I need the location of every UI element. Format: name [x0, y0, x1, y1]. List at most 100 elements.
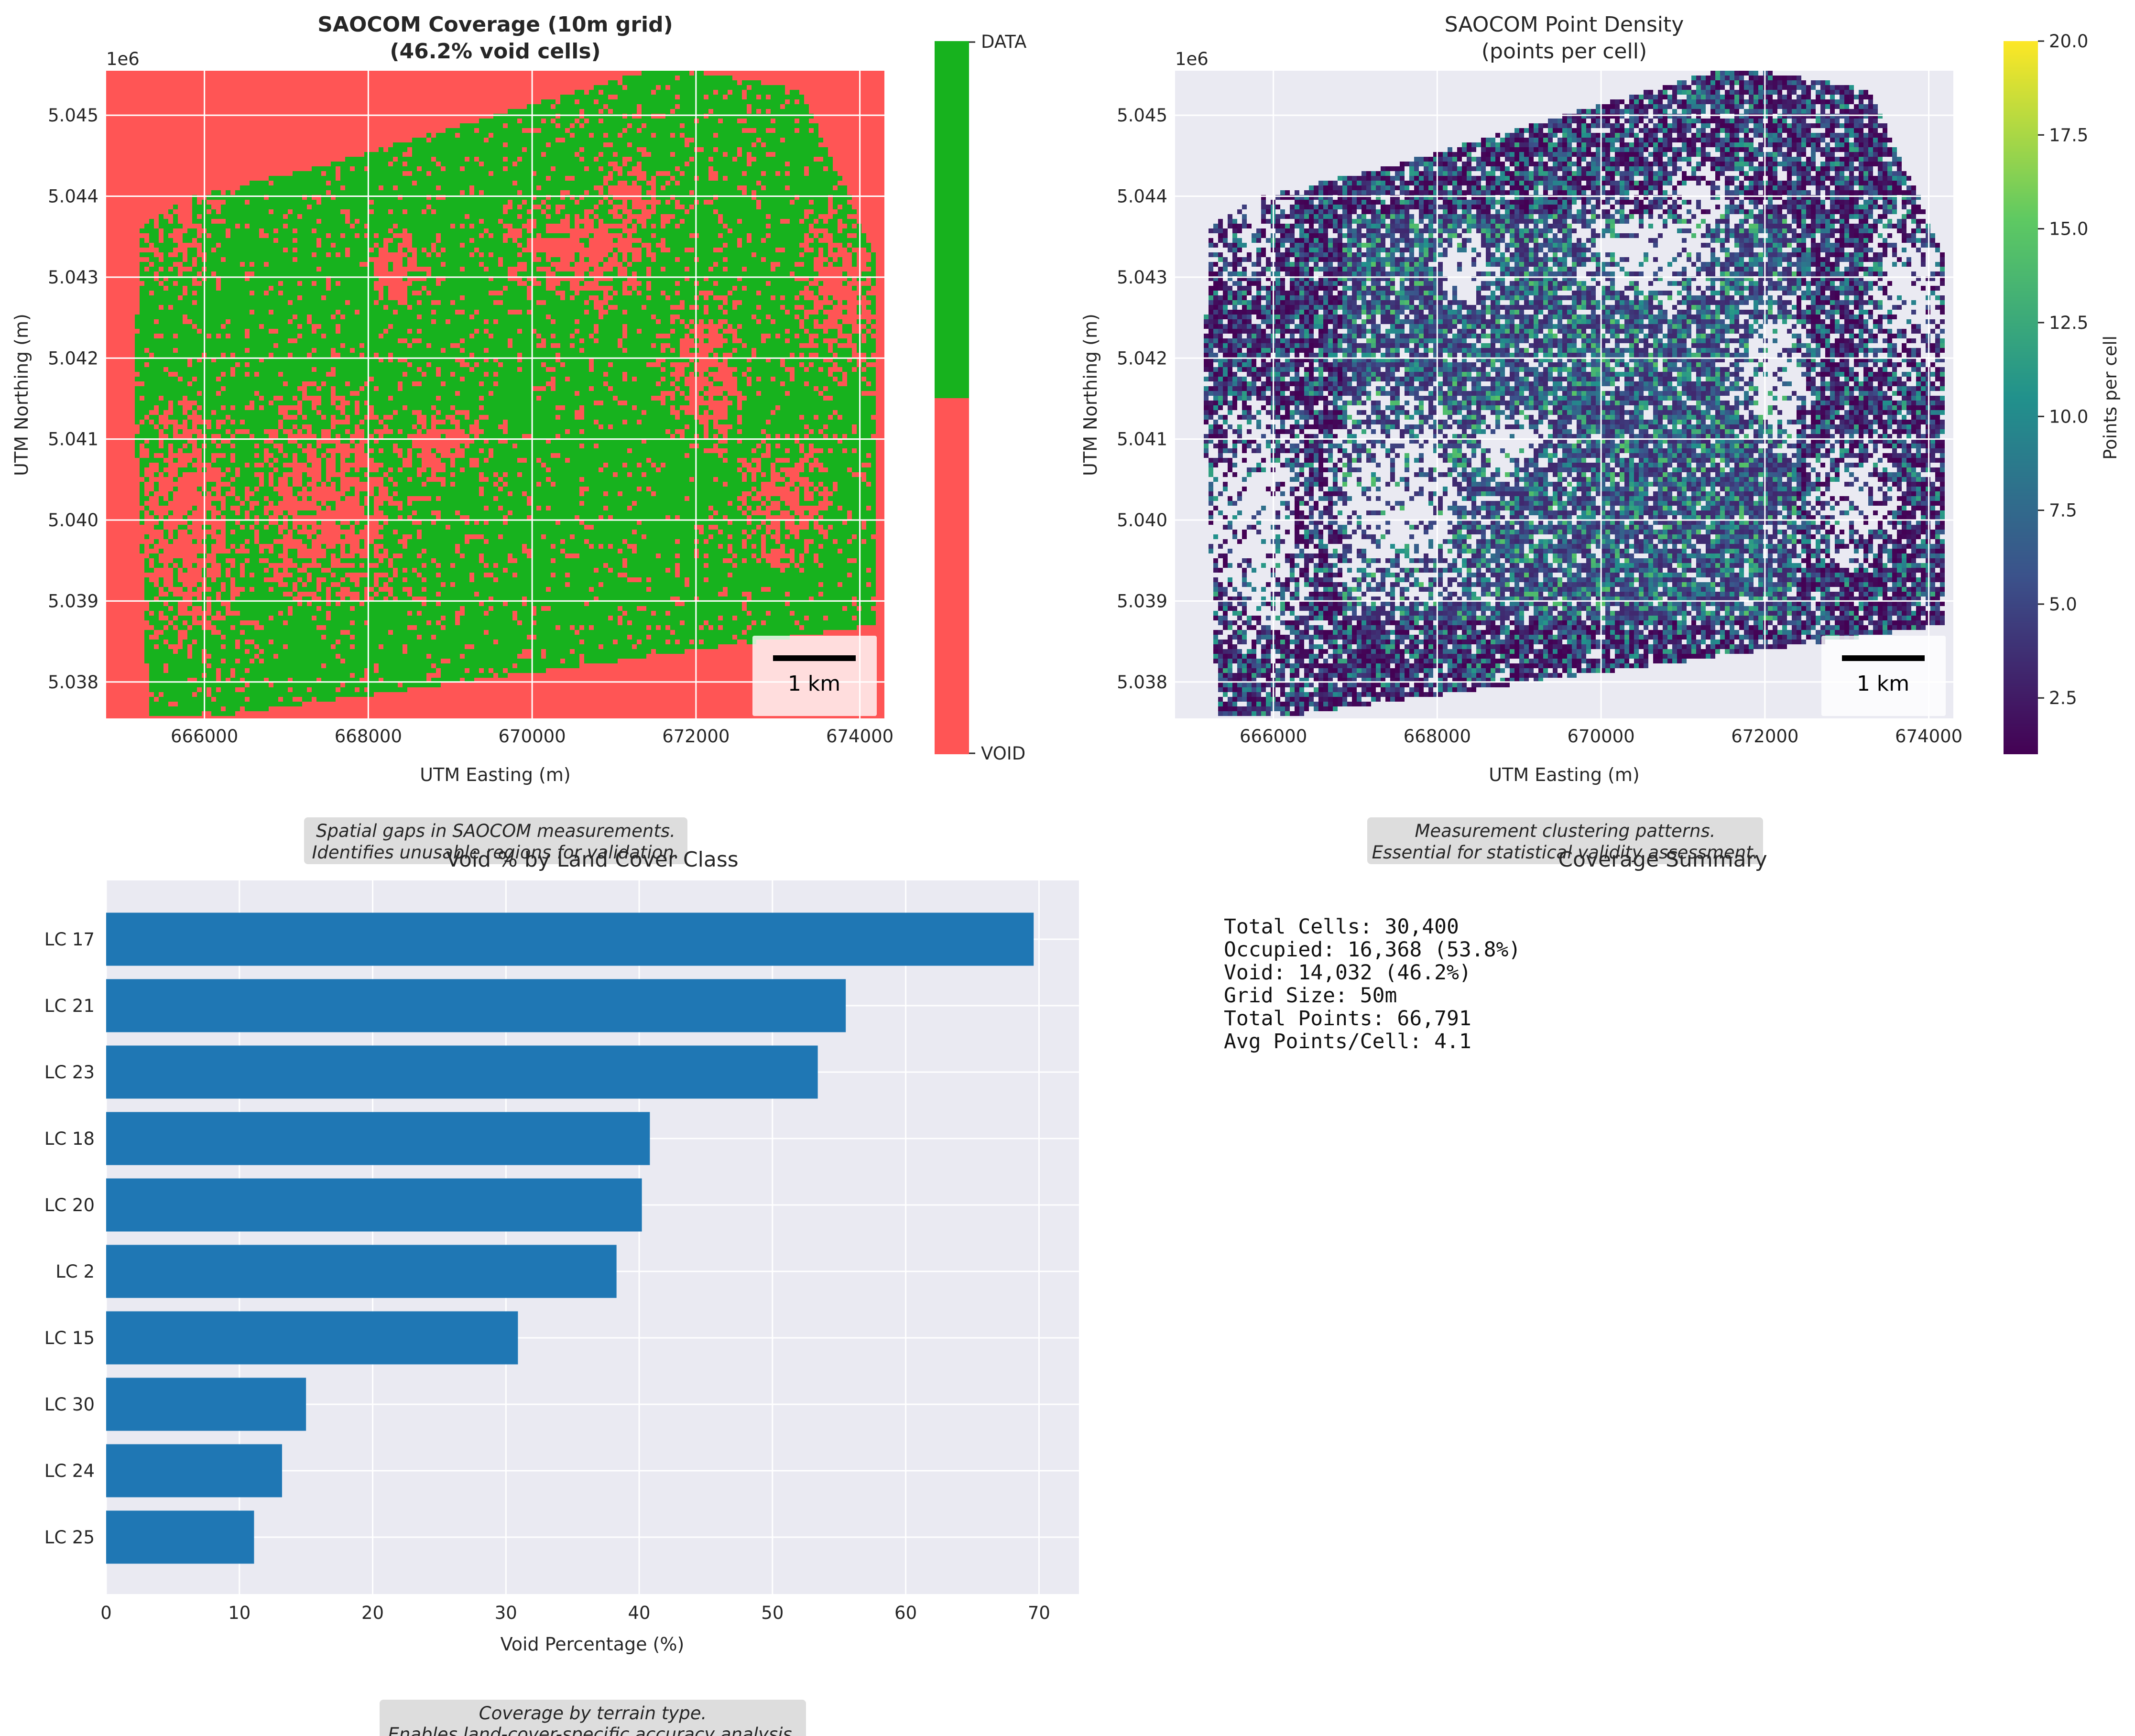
coverage-cell: [646, 329, 651, 334]
coverage-cell: [250, 190, 254, 195]
coverage-cell: [331, 329, 336, 334]
coverage-cell: [613, 295, 618, 300]
coverage-cell: [245, 205, 250, 209]
coverage-cell: [689, 166, 694, 171]
coverage-cell: [374, 324, 379, 329]
coverage-cell: [560, 123, 565, 128]
coverage-cell: [732, 315, 737, 319]
coverage-cell: [307, 324, 312, 329]
coverage-cell: [785, 209, 790, 214]
coverage-cell: [565, 324, 570, 329]
coverage-cell: [455, 152, 460, 157]
coverage-cell: [847, 276, 852, 281]
coverage-cell: [455, 238, 460, 243]
coverage-cell: [536, 276, 541, 281]
coverage-cell: [297, 271, 302, 276]
coverage-cell: [489, 176, 493, 181]
coverage-cell: [326, 238, 331, 243]
coverage-cell: [675, 319, 680, 324]
coverage-cell: [412, 142, 417, 147]
coverage-cell: [651, 267, 656, 271]
coverage-cell: [594, 166, 599, 171]
coverage-cell: [670, 252, 675, 257]
coverage-cell: [426, 276, 431, 281]
coverage-cell: [469, 181, 474, 185]
coverage-cell: [589, 123, 594, 128]
coverage-cell: [469, 133, 474, 138]
coverage-cell: [718, 90, 723, 95]
coverage-cell: [426, 324, 431, 329]
coverage-cell: [603, 200, 608, 205]
coverage-cell: [685, 157, 689, 162]
coverage-cell: [618, 142, 622, 147]
coverage-cell: [871, 281, 876, 286]
coverage-cell: [823, 262, 828, 267]
coverage-cell: [455, 171, 460, 176]
coverage-cell: [364, 276, 369, 281]
coverage-cell: [771, 324, 775, 329]
coverage-cell: [469, 205, 474, 209]
coverage-cell: [431, 166, 436, 171]
coverage-cell: [211, 291, 216, 295]
coverage-cell: [321, 195, 326, 200]
coverage-cell: [536, 181, 541, 185]
coverage-cell: [756, 286, 761, 291]
coverage-cell: [728, 252, 732, 257]
coverage-cell: [469, 281, 474, 286]
coverage-cell: [680, 224, 685, 228]
coverage-cell: [551, 114, 556, 119]
coverage-cell: [661, 276, 665, 281]
coverage-cell: [752, 200, 756, 205]
coverage-cell: [163, 233, 168, 238]
coverage-cell: [512, 300, 517, 305]
coverage-cell: [833, 195, 838, 200]
coverage-cell: [345, 295, 350, 300]
coverage-cell: [264, 305, 269, 310]
coverage-cell: [622, 319, 627, 324]
coverage-cell: [168, 324, 173, 329]
coverage-cell: [527, 109, 532, 114]
coverage-cell: [455, 281, 460, 286]
coverage-cell: [173, 305, 178, 310]
coverage-cell: [632, 80, 637, 85]
coverage-cell: [340, 200, 345, 205]
coverage-cell: [818, 281, 823, 286]
coverage-cell: [293, 209, 297, 214]
coverage-cell: [775, 152, 780, 157]
coverage-cell: [771, 300, 775, 305]
coverage-cell: [560, 176, 565, 181]
coverage-cell: [460, 209, 465, 214]
coverage-cell: [527, 324, 532, 329]
coverage-cell: [403, 142, 407, 147]
coverage-cell: [532, 300, 536, 305]
coverage-cell: [512, 257, 517, 262]
coverage-cell: [326, 205, 331, 209]
coverage-cell: [345, 291, 350, 295]
coverage-cell: [785, 224, 790, 228]
coverage-cell: [379, 319, 383, 324]
coverage-cell: [556, 300, 560, 305]
coverage-cell: [245, 185, 250, 190]
coverage-cell: [570, 315, 575, 319]
coverage-cell: [288, 315, 293, 319]
coverage-cell: [579, 319, 584, 324]
coverage-cell: [350, 305, 355, 310]
coverage-cell: [661, 257, 665, 262]
coverage-cell: [527, 262, 532, 267]
coverage-cell: [436, 267, 441, 271]
coverage-cell: [374, 214, 379, 219]
coverage-cell: [154, 238, 159, 243]
coverage-cell: [689, 95, 694, 99]
coverage-cell: [651, 171, 656, 176]
coverage-cell: [187, 324, 192, 329]
coverage-cell: [718, 85, 723, 90]
coverage-cell: [627, 305, 632, 310]
coverage-cell: [546, 157, 551, 162]
coverage-cell: [737, 267, 742, 271]
coverage-cell: [675, 243, 680, 248]
coverage-cell: [288, 252, 293, 257]
coverage-cell: [589, 119, 594, 123]
coverage-cell: [618, 209, 622, 214]
coverage-cell: [775, 157, 780, 162]
coverage-cell: [493, 267, 498, 271]
